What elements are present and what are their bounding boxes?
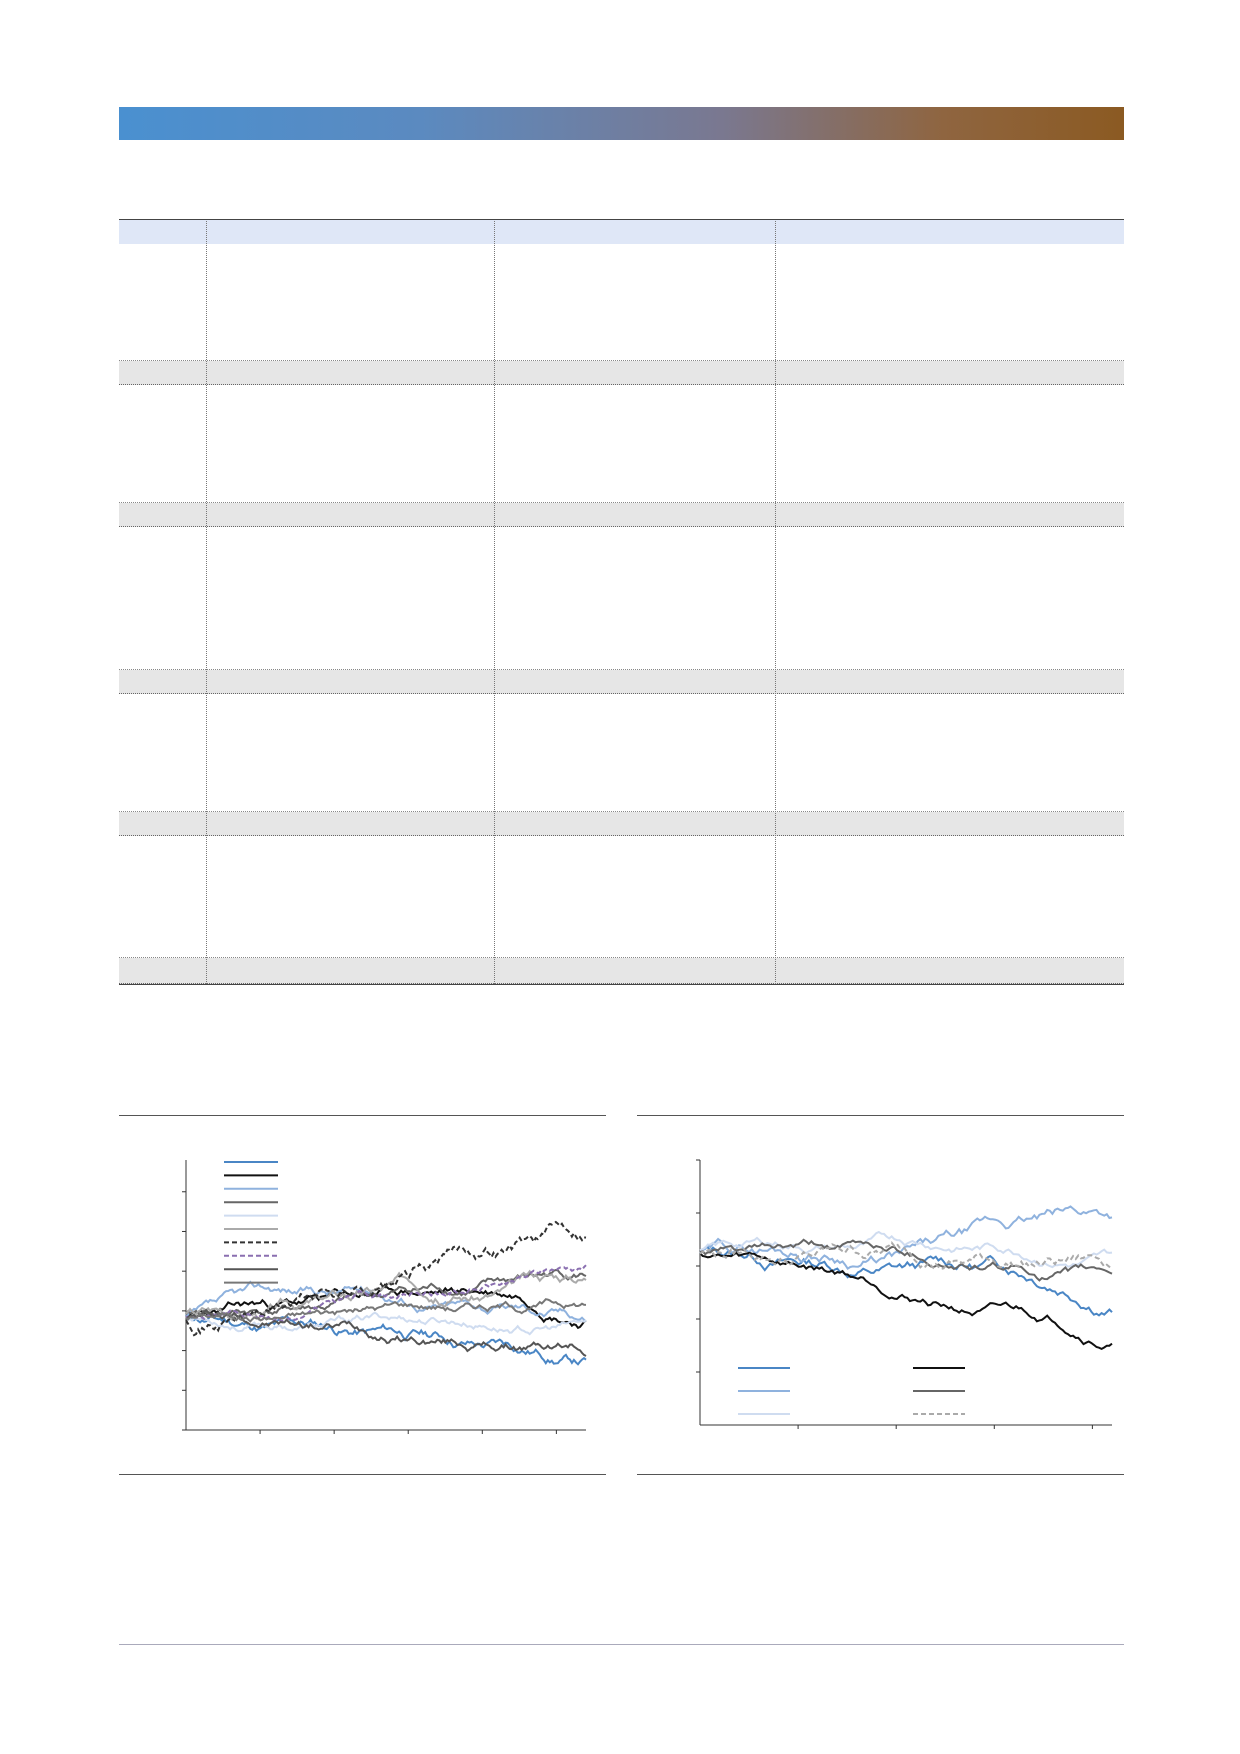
series-line [185, 1308, 587, 1357]
table-band-row [119, 958, 1124, 984]
table-band-row [119, 812, 1124, 836]
series-line [185, 1298, 587, 1323]
column-divider [494, 219, 495, 984]
series-line [699, 1205, 1113, 1270]
table-band-row [119, 503, 1124, 527]
table-row [119, 244, 1124, 361]
series-line [185, 1220, 587, 1337]
column-divider [775, 219, 776, 984]
series-line [699, 1246, 1113, 1317]
table-row [119, 527, 1124, 670]
footer-rule [119, 1644, 1124, 1645]
series-line [185, 1311, 587, 1336]
table-top-rule [119, 219, 1124, 220]
series-line [185, 1280, 587, 1323]
table-row [119, 836, 1124, 958]
chart-right [696, 1159, 1113, 1429]
table-header-row [119, 219, 1124, 244]
series-line [185, 1311, 587, 1366]
chart-left-frame [119, 1115, 606, 1475]
table-band-row [119, 670, 1124, 694]
series-line [699, 1238, 1113, 1282]
section-banner [119, 107, 1124, 140]
table-row [119, 385, 1124, 503]
chart-left [182, 1160, 587, 1434]
table-band-row [119, 361, 1124, 385]
column-divider [206, 219, 207, 984]
series-line [699, 1241, 1113, 1271]
chart-right-frame [637, 1115, 1124, 1475]
series-line [185, 1264, 587, 1323]
table-bottom-rule [119, 984, 1124, 985]
table-row [119, 694, 1124, 812]
